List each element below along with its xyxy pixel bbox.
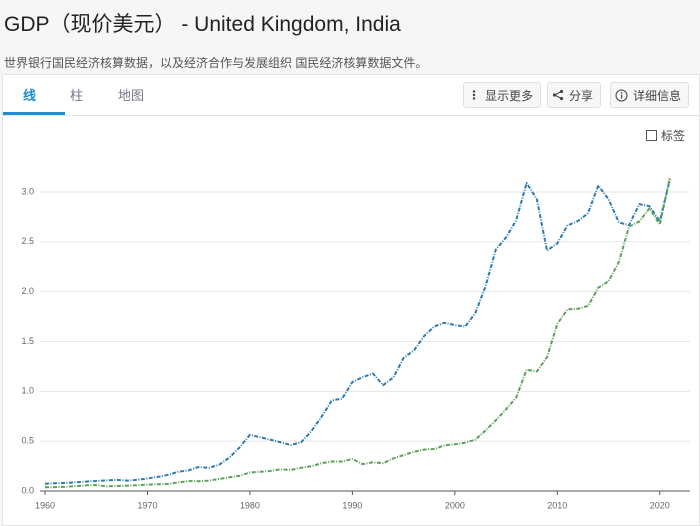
y-tick-label: 1.5 [21,336,34,346]
checkbox[interactable] [645,130,657,141]
tab[interactable]: 柱 [70,88,84,103]
tab-bar: 线 柱 地图 显示更多 分享 详细信息 [3,75,699,116]
y-tick-label: 0.5 [21,436,34,446]
series-line [44,178,671,485]
page-title: GDP（现价美元） - United Kingdom, India [4,13,401,36]
x-tick-label: 1970 [137,500,157,510]
y-tick-label: 1.0 [21,386,34,396]
y-tick-label: 2.5 [21,236,34,246]
details-button[interactable]: 详细信息 [610,82,690,108]
chart: 0.0 0.5 1.0 1.5 2.0 2.5 3.0 1960 1970 1980 1990 200… [21,176,690,510]
share-button[interactable]: 分享 [547,82,602,108]
y-tick-label: 3.0 [21,186,34,196]
x-tick-label: 1960 [35,500,55,510]
more-button[interactable]: 显示更多 [463,82,542,108]
tab[interactable]: 地图 [118,88,145,103]
x-tick-label: 2010 [547,500,567,510]
x-tick-label: 1980 [240,500,260,510]
active-tab-indicator [3,112,65,115]
icon [552,89,564,101]
y-tick-label: 0.0 [21,485,34,495]
icon [472,90,476,100]
label-checkbox[interactable]: 标签 [645,127,685,144]
series-line [44,176,671,489]
page-subtitle: 世界银行国民经济核算数据，以及经济合作与发展组织 国民经济核算数据文件。 [4,56,428,70]
page: {"header": {"title": "GDP（现价美元） - United… [2,13,700,526]
x-tick-label: 2020 [650,500,670,510]
x-tick-label: 2000 [445,500,465,510]
chart-panel: 线 柱 地图 显示更多 分享 详细信息 标签 [2,74,700,526]
checkbox-label: 标签 [660,129,685,143]
button-label: 详细信息 [633,88,682,103]
y-tick-label: 2.0 [21,286,34,296]
button-label: 分享 [569,88,594,103]
x-tick-label: 1990 [342,500,362,510]
button-label: 显示更多 [485,88,534,103]
icon [615,89,628,101]
tab[interactable]: 线 [23,88,37,103]
